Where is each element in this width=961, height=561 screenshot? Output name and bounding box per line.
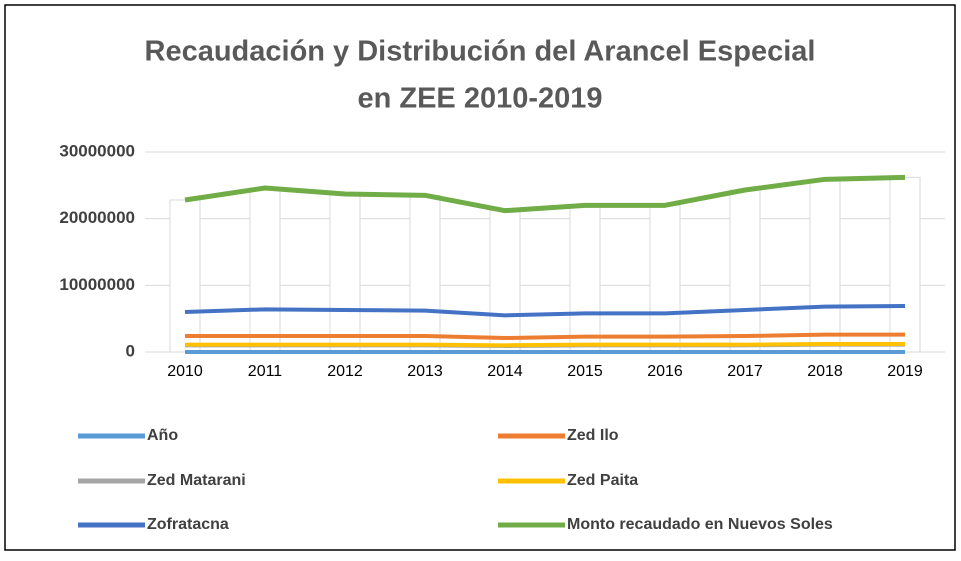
legend-label: Zofratacna <box>147 516 229 533</box>
bar <box>250 188 280 352</box>
bar <box>490 211 520 352</box>
y-tick-label: 10000000 <box>59 275 135 294</box>
bar <box>650 205 680 352</box>
bar <box>410 195 440 352</box>
bar <box>730 190 760 352</box>
chart-title: en ZEE 2010-2019 <box>357 83 602 115</box>
x-tick-label: 2011 <box>248 363 283 380</box>
bar <box>890 177 920 352</box>
x-tick-label: 2016 <box>647 363 683 380</box>
x-tick-label: 2010 <box>167 363 203 380</box>
x-tick-label: 2017 <box>727 363 763 380</box>
x-tick-label: 2013 <box>407 363 443 380</box>
y-tick-label: 20000000 <box>59 208 135 227</box>
legend-label: Zed Ilo <box>567 427 619 444</box>
legend-label: Monto recaudado en Nuevos Soles <box>567 516 833 533</box>
bar <box>170 200 200 352</box>
chart-title: Recaudación y Distribución del Arancel E… <box>145 36 816 68</box>
legend-label: Zed Paita <box>567 472 638 489</box>
y-tick-label: 30000000 <box>59 141 135 160</box>
x-tick-label: 2018 <box>807 363 843 380</box>
x-tick-label: 2012 <box>327 363 363 380</box>
x-tick-label: 2019 <box>887 363 923 380</box>
bar <box>570 205 600 352</box>
y-tick-label: 0 <box>126 341 135 360</box>
x-tick-label: 2014 <box>487 363 523 380</box>
bar <box>810 179 840 352</box>
legend-label: Zed Matarani <box>147 472 246 489</box>
series-line <box>185 344 905 345</box>
x-tick-label: 2015 <box>567 363 603 380</box>
bar <box>330 194 360 352</box>
legend-label: Año <box>147 427 178 444</box>
